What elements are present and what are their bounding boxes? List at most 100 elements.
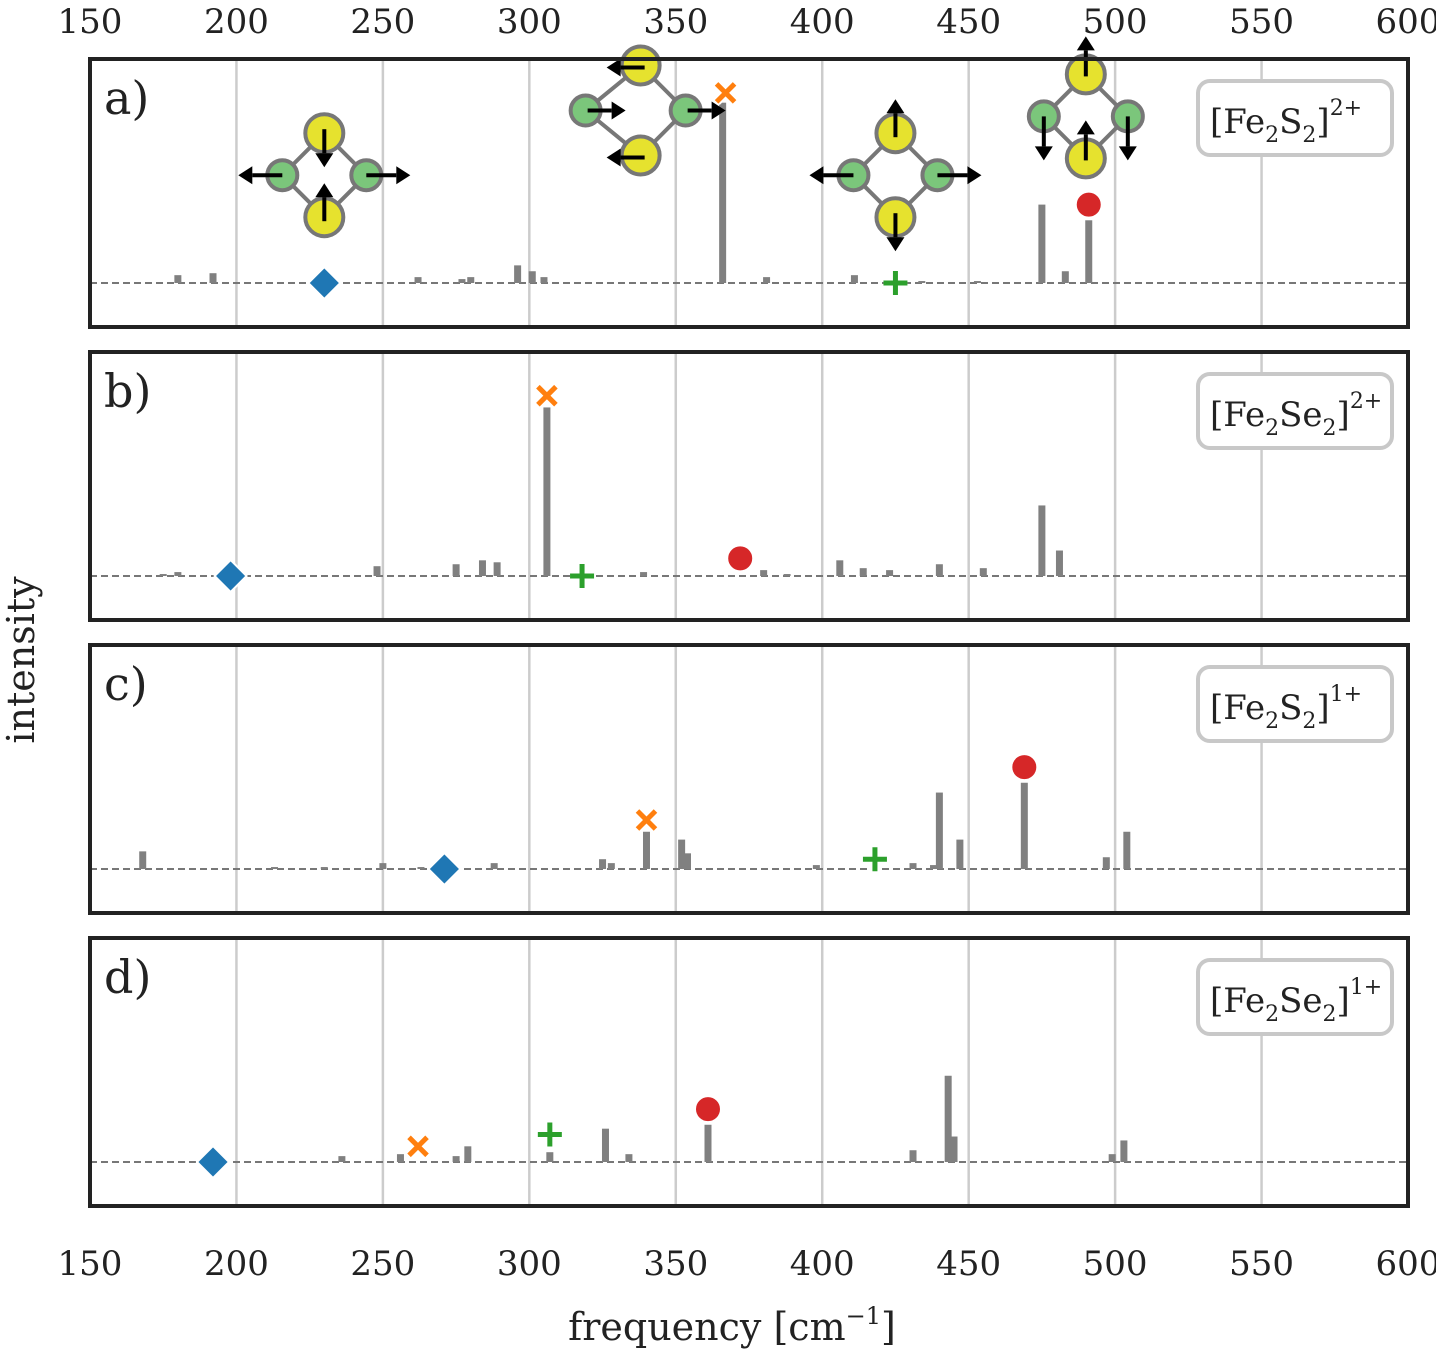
- marker-cross: [536, 384, 558, 407]
- mode-arrow-head: [315, 153, 334, 168]
- marker-diamond: [426, 851, 462, 887]
- species-part: 2: [1302, 709, 1316, 734]
- marker-diamond: [195, 1144, 231, 1180]
- species-part: Se: [1279, 981, 1322, 1021]
- species-part: [Fe: [1210, 688, 1265, 728]
- spectrum-stick: [859, 568, 867, 576]
- spectrum-stick: [1020, 782, 1028, 869]
- top-tick-labels: 150 200 250 300 350 400 450 500 550 600: [58, 2, 1436, 42]
- spectrum-stick: [452, 1156, 460, 1162]
- x-tick-label-bottom: 200: [204, 1244, 269, 1284]
- spectrum-stick: [678, 839, 686, 869]
- spectrum-stick: [546, 1152, 554, 1162]
- spectrum-stick: [464, 1146, 472, 1162]
- spectrum-stick: [414, 277, 422, 283]
- spectrum-stick: [918, 281, 926, 283]
- species-part: [Fe: [1210, 102, 1265, 142]
- species-part: 1+: [1350, 975, 1382, 1000]
- species-part: 2: [1265, 1002, 1279, 1027]
- spectrum-stick: [607, 863, 615, 869]
- x-axis-label: frequency [cm−1]: [568, 1302, 896, 1349]
- species-part: S: [1279, 688, 1302, 728]
- species-part: 2: [1265, 123, 1279, 148]
- species-part: 2: [1265, 709, 1279, 734]
- panel-frame: [88, 350, 1410, 622]
- marker-cross: [714, 82, 737, 104]
- spectrum-stick: [320, 867, 328, 869]
- spectrum-stick: [956, 839, 964, 869]
- panel-a: a) [Fe2S2]2+: [88, 36, 1410, 329]
- x-tick-label-bottom: 250: [350, 1244, 415, 1284]
- spectrum-stick: [719, 102, 727, 284]
- mode-arrow-head: [606, 58, 621, 77]
- spectrum-stick: [174, 275, 182, 283]
- spectrum-stick: [783, 574, 791, 576]
- spectrum-stick: [763, 277, 771, 283]
- x-tick-label-top: 350: [643, 2, 708, 42]
- spectrum-stick: [599, 859, 607, 869]
- spectrum-stick: [1102, 857, 1110, 869]
- mode-arrow-head: [711, 101, 726, 120]
- spectrum-stick: [467, 277, 475, 283]
- marker-circle: [693, 1095, 722, 1124]
- x-tick-label-bottom: 400: [790, 1244, 855, 1284]
- species-box: [1196, 958, 1394, 1036]
- spectrum-stick: [935, 792, 943, 869]
- x-tick-label-top: 300: [497, 2, 562, 42]
- marker-circle: [1074, 190, 1103, 219]
- marker-diamond: [306, 265, 342, 301]
- spectrum-stick: [490, 863, 498, 869]
- panel-label: d): [104, 950, 151, 1004]
- species-part: 2+: [1330, 96, 1362, 121]
- species-label: [Fe2S2]1+: [1210, 682, 1362, 734]
- spectrum-stick: [704, 1124, 712, 1162]
- spectrum-stick: [640, 572, 648, 576]
- spectrum-stick: [159, 574, 167, 576]
- mode-arrow-head: [809, 166, 824, 185]
- mode-arrow-head: [238, 166, 253, 185]
- x-tick-label-top: 150: [58, 2, 123, 42]
- marker-cross: [407, 1135, 429, 1158]
- x-tick-label-top: 550: [1229, 2, 1294, 42]
- species-part: ]: [1316, 102, 1329, 142]
- mode-arrow-head: [967, 166, 982, 185]
- spectrum-stick: [209, 273, 217, 283]
- spectrum-stick: [139, 851, 147, 869]
- spectrum-stick: [373, 566, 381, 576]
- mode-arrow-head: [1118, 146, 1137, 161]
- bottom-tick-labels: 150 200 250 300 350 400 450 500 550 600: [58, 1244, 1436, 1284]
- x-tick-label-bottom: 500: [1083, 1244, 1148, 1284]
- spectrum-stick: [944, 1075, 952, 1162]
- x-tick-label-top: 600: [1376, 2, 1436, 42]
- species-label: [Fe2Se2]1+: [1210, 975, 1382, 1027]
- species-part: 2: [1265, 416, 1279, 441]
- spectrum-stick: [478, 560, 486, 576]
- species-part: S: [1279, 102, 1302, 142]
- panel-d: d) [Fe2Se2]1+: [88, 936, 1410, 1208]
- x-tick-label-top: 500: [1083, 2, 1148, 42]
- spectrum-stick: [528, 271, 536, 283]
- spectrum-stick: [886, 570, 894, 576]
- species-part: [Fe: [1210, 981, 1265, 1021]
- species-part: 2: [1302, 123, 1316, 148]
- mode-arrow-head: [886, 237, 905, 252]
- species-label: [Fe2Se2]2+: [1210, 389, 1382, 441]
- spectrum-stick: [642, 831, 650, 869]
- panel-b: b) [Fe2Se2]2+: [88, 350, 1410, 622]
- spectrum-stick: [379, 863, 387, 869]
- panel-label: c): [104, 657, 148, 711]
- x-tick-label-bottom: 150: [58, 1244, 123, 1284]
- species-part: 2: [1323, 1002, 1337, 1027]
- marker-diamond: [213, 558, 249, 594]
- spectrum-stick: [543, 407, 551, 576]
- x-tick-label-bottom: 350: [643, 1244, 708, 1284]
- marker-circle: [726, 544, 755, 573]
- species-part: 2: [1323, 416, 1337, 441]
- spectrum-stick: [514, 265, 522, 283]
- species-box: [1196, 372, 1394, 450]
- spectrum-stick: [1061, 271, 1069, 283]
- mode-arrow-head: [1034, 146, 1053, 161]
- spectrum-stick: [271, 867, 279, 869]
- spectrum-stick: [812, 865, 820, 869]
